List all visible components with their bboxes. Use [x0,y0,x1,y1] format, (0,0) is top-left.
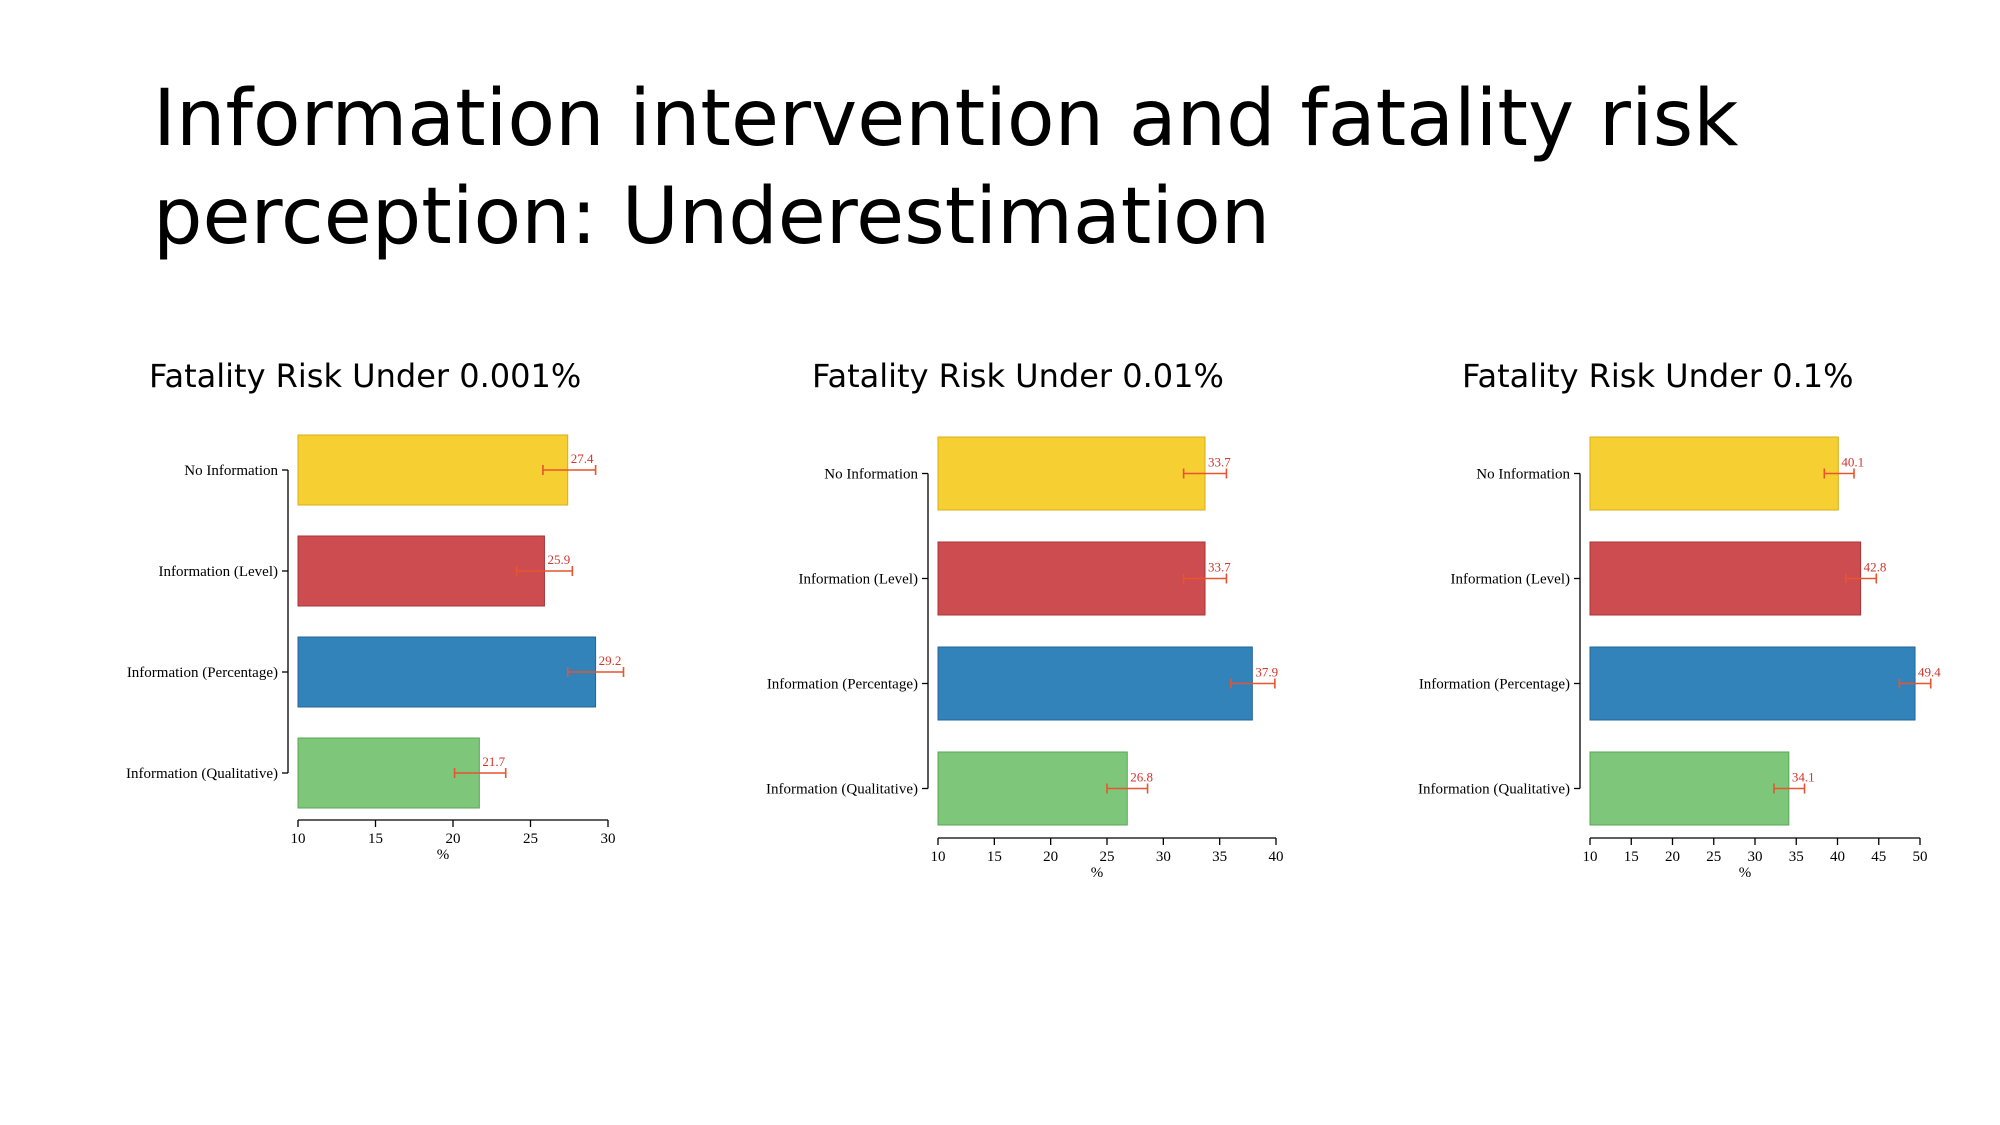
category-label: Information (Percentage) [767,677,918,693]
category-label: Information (Qualitative) [766,782,918,798]
x-tick-label: 25 [523,831,538,847]
x-tick-label: 15 [368,831,383,847]
bar [937,751,1128,826]
data-label: 37.9 [1255,665,1278,680]
x-tick-label: 50 [1913,849,1928,865]
x-tick-label: 20 [446,831,461,847]
data-label: 29.2 [599,653,622,668]
category-label: Information (Qualitative) [1418,782,1570,798]
x-tick-label: 30 [601,831,616,847]
bar [297,737,480,809]
category-label: No Information [1476,467,1570,483]
data-label: 42.8 [1864,560,1887,575]
x-tick-label: 40 [1269,849,1284,865]
bar [1589,541,1862,616]
x-tick-label: 15 [1624,849,1639,865]
bar [1589,751,1790,826]
category-label: Information (Qualitative) [126,766,278,782]
category-label: Information (Percentage) [1419,677,1570,693]
data-label: 33.7 [1208,455,1231,470]
category-label: Information (Level) [798,572,918,588]
data-label: 34.1 [1792,770,1815,785]
x-tick-label: 10 [1583,849,1598,865]
bar [297,636,597,708]
category-label: No Information [184,463,278,479]
bar [937,646,1253,721]
data-label: 21.7 [482,754,505,769]
x-tick-label: 45 [1871,849,1886,865]
bar [937,436,1206,511]
data-label: 27.4 [571,451,594,466]
data-label: 49.4 [1918,665,1941,680]
slide-title-line-2: perception: Underestimation [153,172,1271,262]
bar [1589,646,1916,721]
x-tick-label: 25 [1706,849,1721,865]
category-label: Information (Level) [1450,572,1570,588]
bar-chart-svg: No Information 27.4 Information (Level) 25.… [126,434,625,863]
chart-title: Fatality Risk Under 0.01% [812,357,1224,395]
bar [1589,436,1839,511]
category-label: Information (Level) [158,564,278,580]
slide-title-line-1: Information intervention and fatality ri… [153,74,1739,164]
bar [297,434,569,506]
chart-title: Fatality Risk Under 0.1% [1462,357,1854,395]
x-tick-label: 35 [1789,849,1804,865]
x-tick-label: 10 [291,831,306,847]
x-axis-label: % [1739,865,1752,881]
data-label: 25.9 [547,552,570,567]
bar-chart-svg: No Information 33.7 Information (Level) 33.… [766,436,1284,881]
x-tick-label: 25 [1100,849,1115,865]
x-axis-label: % [437,847,450,863]
category-label: Information (Percentage) [127,665,278,681]
chart-title: Fatality Risk Under 0.001% [149,357,582,395]
category-label: No Information [824,467,918,483]
bar [297,535,545,607]
x-tick-label: 10 [931,849,946,865]
x-tick-label: 20 [1043,849,1058,865]
data-label: 33.7 [1208,560,1231,575]
bar [937,541,1206,616]
x-axis-label: % [1091,865,1104,881]
data-label: 26.8 [1130,770,1153,785]
x-tick-label: 20 [1665,849,1680,865]
x-tick-label: 30 [1156,849,1171,865]
x-tick-label: 15 [987,849,1002,865]
data-label: 40.1 [1841,455,1864,470]
x-tick-label: 40 [1830,849,1845,865]
slide-title: Information intervention and fatality ri… [153,70,1913,266]
x-tick-label: 35 [1212,849,1227,865]
bar-chart-svg: No Information 40.1 Information (Level) 42.… [1418,436,1941,881]
x-tick-label: 30 [1748,849,1763,865]
